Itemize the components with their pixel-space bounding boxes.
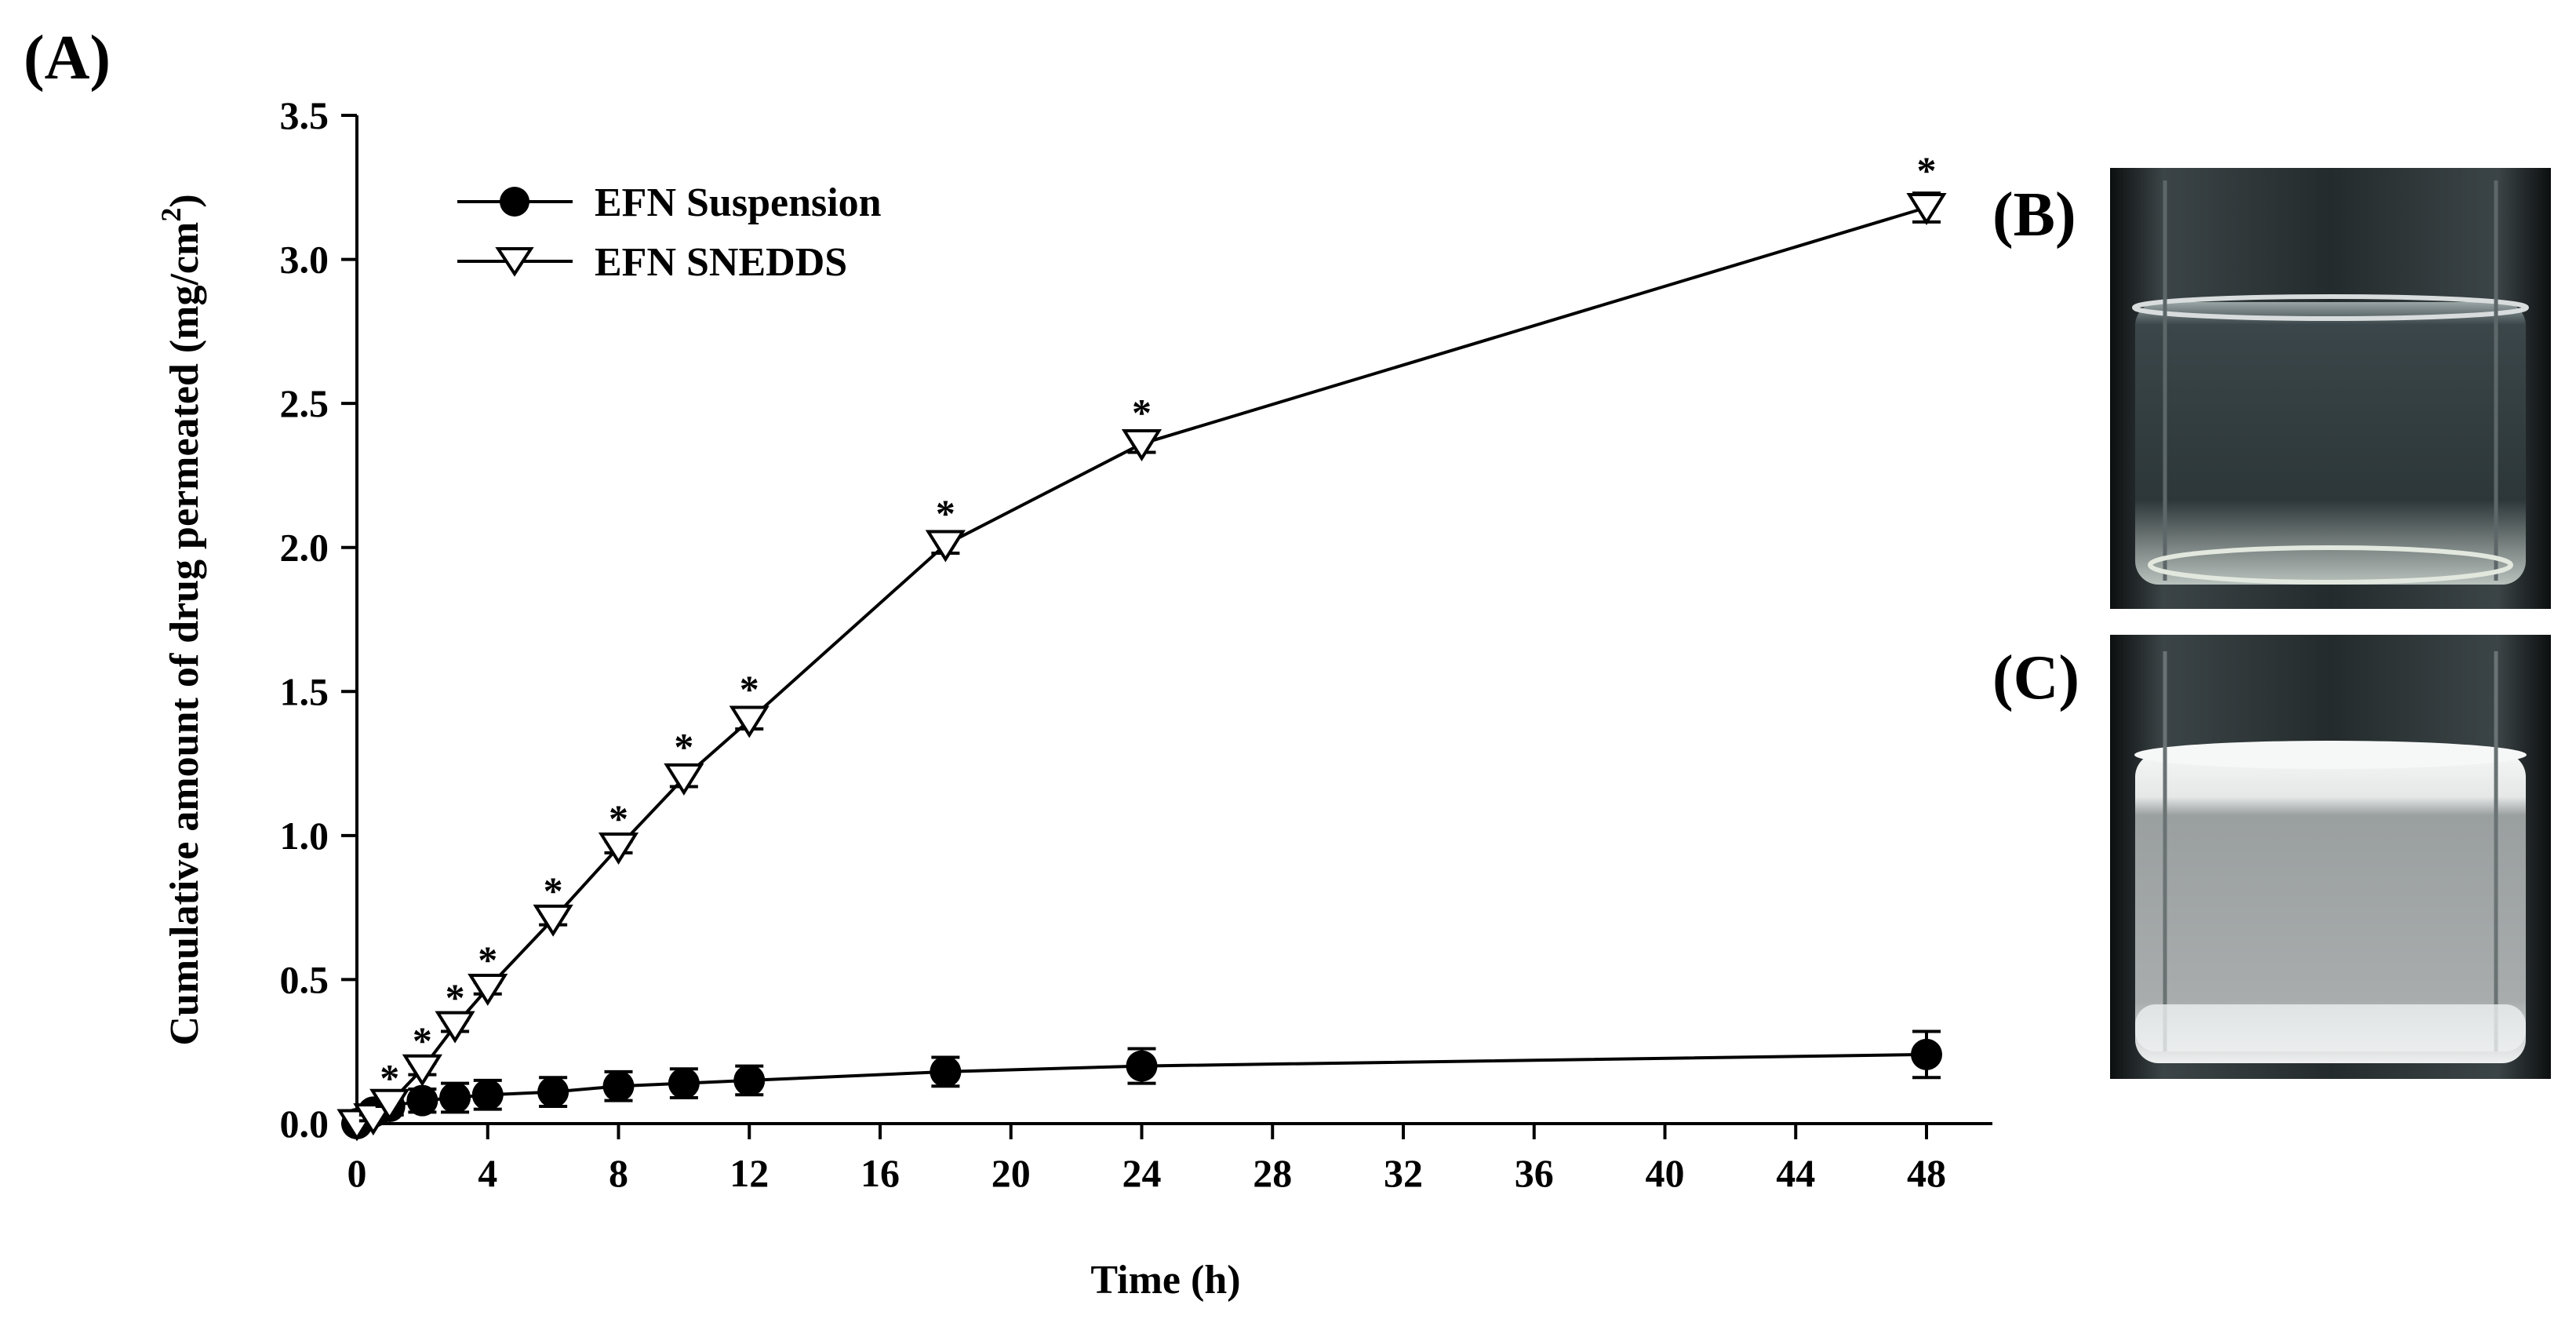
data-point-snedds [925,530,966,563]
panel-label-a: (A) [24,24,111,93]
data-point-suspension [1911,1038,1942,1070]
vial-clear-liquid [2135,302,2526,585]
x-tick-label: 8 [609,1151,628,1195]
data-point-suspension [406,1084,438,1117]
significance-star: * [544,869,563,913]
significance-star: * [413,1018,432,1062]
data-point-suspension [439,1081,471,1113]
legend-marker-suspension [500,187,529,217]
x-tick-label: 16 [860,1151,900,1195]
y-tick-label: 1.5 [280,669,329,713]
data-point-suspension [733,1064,766,1096]
data-point-snedds [664,763,704,796]
significance-star: * [380,1056,399,1100]
y-tick-label: 2.0 [280,526,329,570]
data-point-snedds [1906,192,1947,225]
x-tick-label: 36 [1515,1151,1554,1195]
data-point-snedds [435,1011,475,1044]
x-tick-label: 24 [1122,1151,1162,1195]
vial-clear-meniscus [2132,294,2529,321]
data-point-snedds [402,1054,442,1087]
x-tick-label: 4 [478,1151,497,1195]
y-axis-title-superscript: 2 [155,208,187,222]
vial-clear-bottom-ring [2148,545,2513,585]
significance-star: * [674,724,693,768]
data-point-suspension [1126,1050,1158,1082]
data-point-suspension [537,1076,569,1108]
vial-photo-clear [2110,168,2551,609]
permeation-chart: 0.00.51.01.52.02.53.03.5 0 4 8 12 16 20 24 28 32… [155,93,1992,1303]
series-2: * * * * * * * * * * * [337,148,1947,1142]
y-tick-label: 3.5 [280,93,329,137]
legend-label-suspension: EFN Suspension [595,180,882,225]
x-tick-label: 0 [347,1151,367,1195]
significance-star: * [1917,148,1937,192]
y-axis-title-end: ) [162,194,207,207]
y-ticks: 0.0 0.5 1.0 1.5 2.0 2.5 3.0 3.5 [280,93,357,1146]
data-point-snedds [533,904,573,937]
significance-star: * [936,491,955,535]
chart-axes [355,115,1992,1125]
significance-star: * [609,796,628,840]
data-point-snedds [598,833,639,865]
series-layer: * * * * * * * * * * * [337,148,1947,1142]
x-ticks: 0 4 8 12 16 20 24 28 32 36 40 44 48 [347,1124,1946,1195]
data-point-snedds [729,705,770,738]
significance-star: * [1132,391,1152,435]
x-tick-label: 12 [730,1151,769,1195]
x-tick-label: 48 [1907,1151,1946,1195]
y-tick-label: 3.0 [280,238,329,282]
y-axis-title: Cumulative amount of drug permeated (mg/… [155,194,207,1045]
y-tick-label: 0.0 [280,1102,329,1146]
data-point-suspension [602,1070,635,1102]
data-point-snedds [468,973,508,1006]
panel-label-b: (B) [1992,180,2076,250]
legend: EFN Suspension EFN SNEDDS [457,180,882,285]
y-tick-label: 1.0 [280,814,329,858]
panel-label-c: (C) [1992,643,2079,712]
y-tick-label: 2.5 [280,381,329,425]
x-tick-label: 32 [1384,1151,1423,1195]
x-axis-title: Time (h) [1090,1258,1240,1303]
x-tick-label: 40 [1646,1151,1685,1195]
data-point-suspension [668,1067,700,1099]
data-point-snedds [369,1088,410,1121]
legend-label-snedds: EFN SNEDDS [595,240,847,285]
significance-star: * [446,975,465,1019]
vial-photo-suspension [2110,635,2551,1079]
data-point-snedds [1121,429,1162,462]
x-tick-label: 20 [991,1151,1031,1195]
vial-suspension-sediment [2135,1004,2526,1051]
y-axis-title-main: Cumulative amount of drug permeated (mg/… [162,222,207,1046]
y-tick-label: 0.5 [280,957,329,1001]
data-point-snedds [353,1103,394,1136]
significance-star: * [740,667,759,711]
vial-suspension-foam [2134,741,2527,769]
x-tick-label: 28 [1253,1151,1292,1195]
legend-marker-snedds [495,247,534,277]
significance-star: * [478,938,497,982]
data-point-suspension [930,1055,962,1088]
vial-suspension-liquid [2135,753,2526,1063]
data-point-suspension [471,1079,504,1111]
x-tick-label: 44 [1776,1151,1815,1195]
